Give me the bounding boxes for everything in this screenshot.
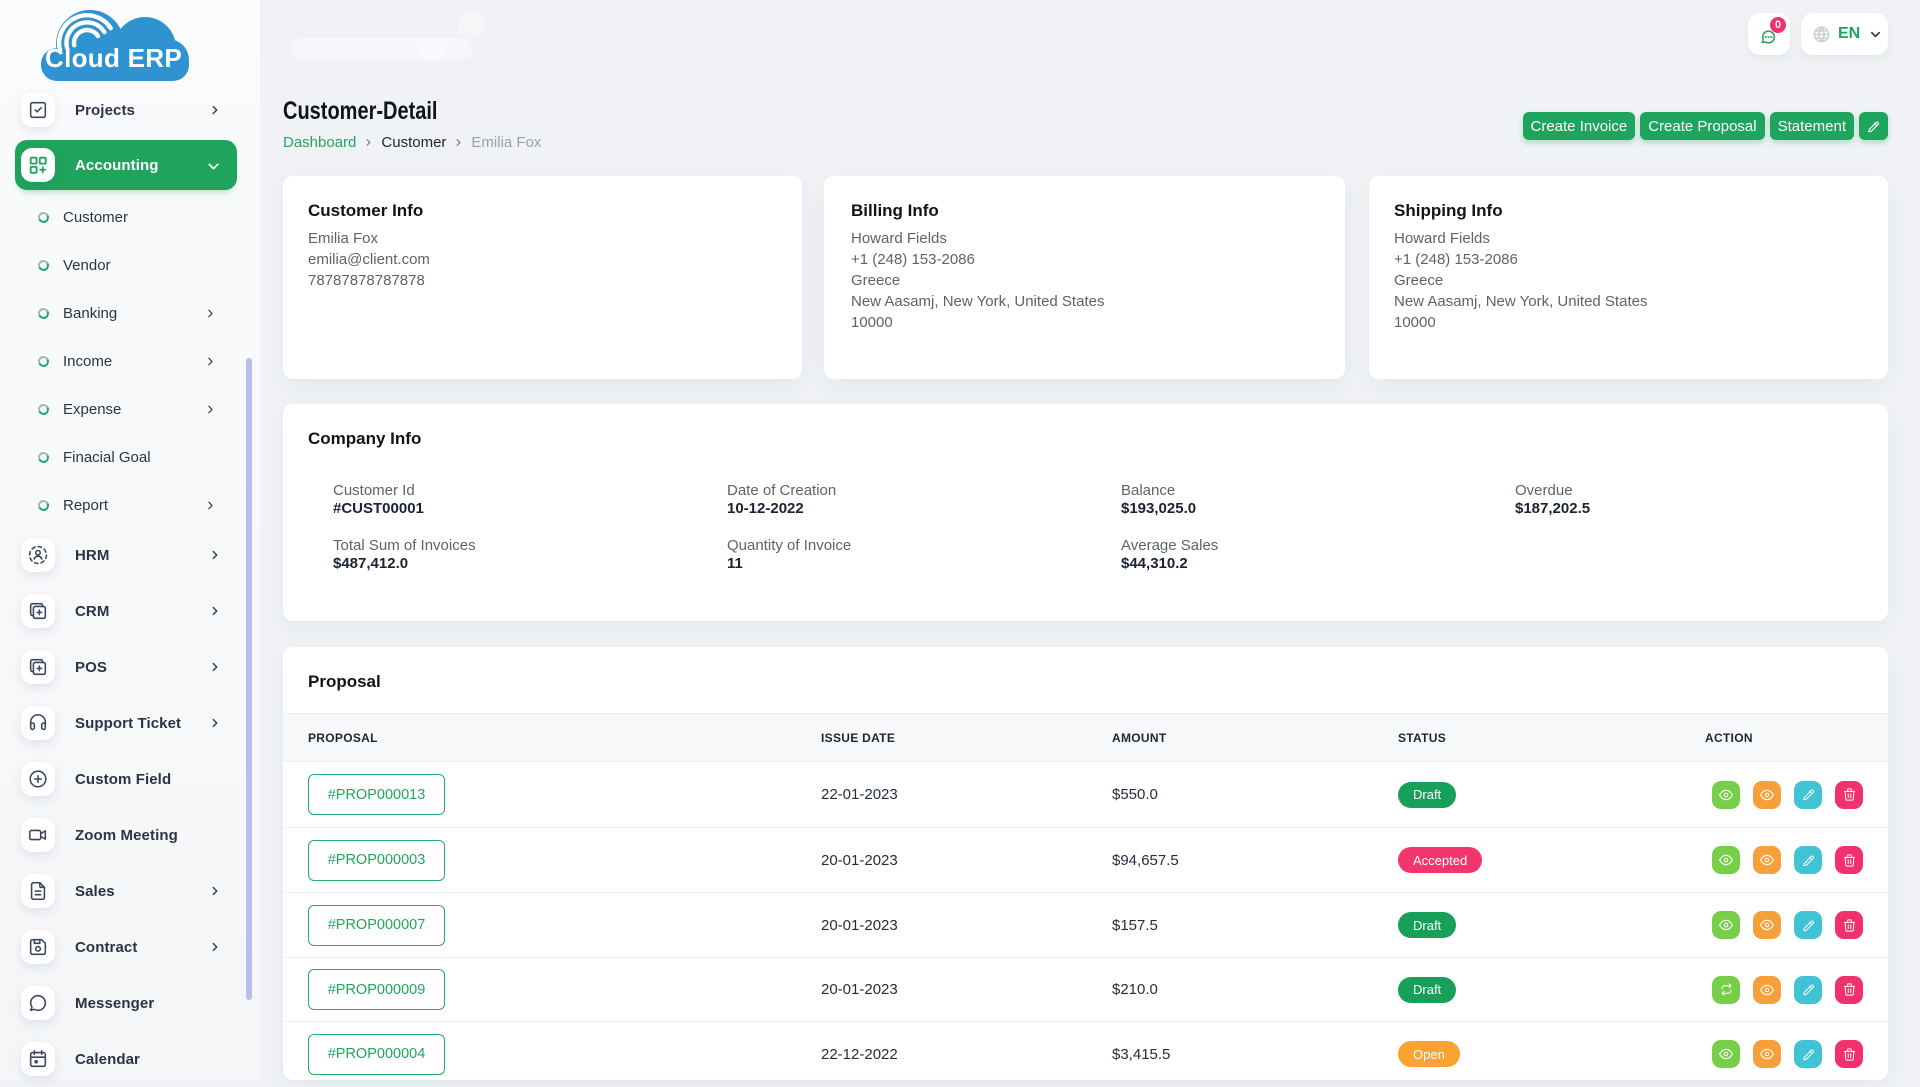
svg-text:Cloud ERP: Cloud ERP	[45, 43, 182, 73]
